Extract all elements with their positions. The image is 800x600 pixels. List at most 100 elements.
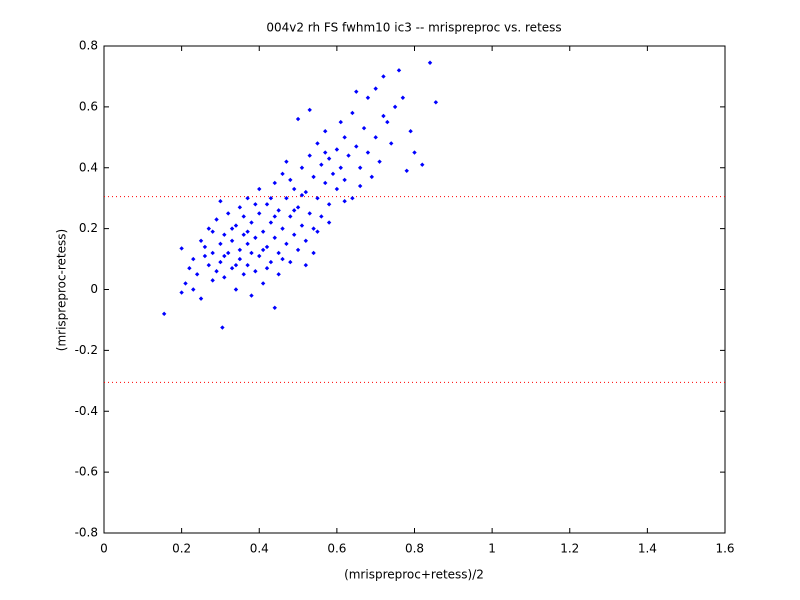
- y-tick-label: -0.8: [75, 526, 98, 540]
- point: [311, 174, 316, 180]
- point: [218, 199, 223, 204]
- point: [385, 119, 390, 125]
- point: [299, 165, 305, 170]
- point: [237, 247, 243, 253]
- point: [257, 186, 262, 192]
- point: [264, 244, 270, 250]
- point: [365, 95, 371, 100]
- point: [272, 305, 277, 310]
- x-tick-label: 0.2: [172, 542, 191, 556]
- point: [229, 226, 235, 231]
- x-tick-label: 0.6: [327, 542, 346, 556]
- point: [198, 238, 204, 243]
- point: [389, 141, 394, 146]
- point: [194, 272, 200, 277]
- point: [284, 241, 289, 247]
- point: [334, 186, 340, 192]
- point: [342, 177, 347, 183]
- x-tick-label: 1: [488, 542, 496, 556]
- point: [357, 183, 363, 189]
- y-tick-label: -0.4: [75, 404, 98, 418]
- point: [229, 238, 235, 243]
- point: [369, 174, 375, 180]
- y-axis-label: (mrispreproc-retess): [55, 229, 69, 351]
- point: [260, 281, 266, 286]
- point: [206, 226, 211, 231]
- point: [241, 214, 246, 219]
- point: [400, 95, 406, 100]
- point: [284, 195, 289, 201]
- point: [346, 153, 351, 158]
- point: [303, 262, 309, 268]
- point: [218, 259, 223, 265]
- point: [245, 241, 250, 247]
- point: [245, 262, 250, 268]
- point: [222, 275, 227, 280]
- point: [268, 195, 274, 201]
- plot-frame: [103, 45, 726, 534]
- y-tick-label: -0.6: [75, 465, 98, 479]
- point: [226, 211, 231, 216]
- point: [191, 287, 196, 292]
- point: [268, 220, 274, 225]
- point: [264, 265, 270, 271]
- point: [338, 119, 343, 125]
- point: [307, 211, 312, 216]
- point: [280, 256, 285, 262]
- point: [249, 250, 254, 256]
- point: [311, 226, 316, 231]
- point: [233, 287, 239, 292]
- point: [315, 195, 320, 201]
- point: [433, 100, 439, 105]
- point: [404, 168, 409, 173]
- point: [272, 214, 277, 219]
- point: [350, 195, 355, 201]
- x-tick-label: 0: [100, 542, 108, 556]
- point: [315, 229, 320, 234]
- point: [276, 272, 281, 277]
- point: [183, 281, 188, 286]
- point: [272, 235, 277, 240]
- point: [315, 141, 320, 146]
- y-tick-label: 0.6: [79, 99, 98, 113]
- point: [338, 165, 343, 170]
- point: [210, 250, 215, 256]
- point: [381, 113, 386, 119]
- point: [291, 186, 297, 192]
- point: [319, 162, 324, 167]
- chart-title: 004v2 rh FS fwhm10 ic3 -- mrispreproc vs…: [266, 21, 561, 35]
- x-tick-label: 1.2: [560, 542, 579, 556]
- point: [288, 214, 293, 219]
- point: [241, 272, 246, 277]
- point: [288, 259, 293, 265]
- point: [233, 223, 239, 228]
- point: [408, 129, 413, 134]
- point: [427, 60, 433, 65]
- point: [284, 159, 289, 164]
- point: [161, 311, 167, 317]
- point: [253, 235, 258, 240]
- point: [268, 259, 274, 265]
- point: [291, 208, 297, 213]
- point: [222, 253, 227, 259]
- point: [307, 107, 312, 113]
- y-tick-label: -0.2: [75, 343, 98, 357]
- point: [272, 180, 277, 186]
- point: [202, 244, 208, 250]
- point: [218, 241, 223, 247]
- point: [187, 265, 192, 271]
- point: [241, 232, 246, 237]
- point: [288, 177, 293, 183]
- point: [260, 247, 266, 253]
- point: [229, 265, 235, 271]
- point: [264, 202, 270, 207]
- point: [323, 150, 328, 155]
- point: [299, 223, 305, 228]
- y-tick-label: 0.8: [79, 39, 98, 53]
- point: [249, 293, 254, 298]
- point: [257, 253, 262, 259]
- point: [334, 147, 340, 152]
- y-tick-label: 0.2: [79, 221, 98, 235]
